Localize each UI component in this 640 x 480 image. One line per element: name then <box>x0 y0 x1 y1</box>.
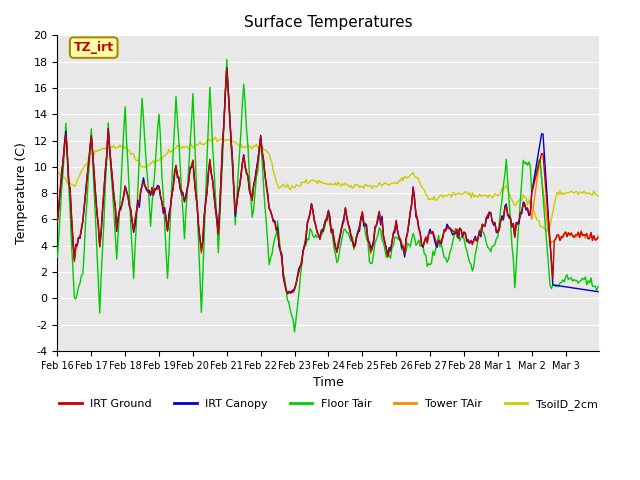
Text: TZ_irt: TZ_irt <box>74 41 114 54</box>
Y-axis label: Temperature (C): Temperature (C) <box>15 142 28 244</box>
Title: Surface Temperatures: Surface Temperatures <box>244 15 413 30</box>
X-axis label: Time: Time <box>313 376 344 389</box>
Legend: IRT Ground, IRT Canopy, Floor Tair, Tower TAir, TsoilD_2cm: IRT Ground, IRT Canopy, Floor Tair, Towe… <box>55 395 602 415</box>
